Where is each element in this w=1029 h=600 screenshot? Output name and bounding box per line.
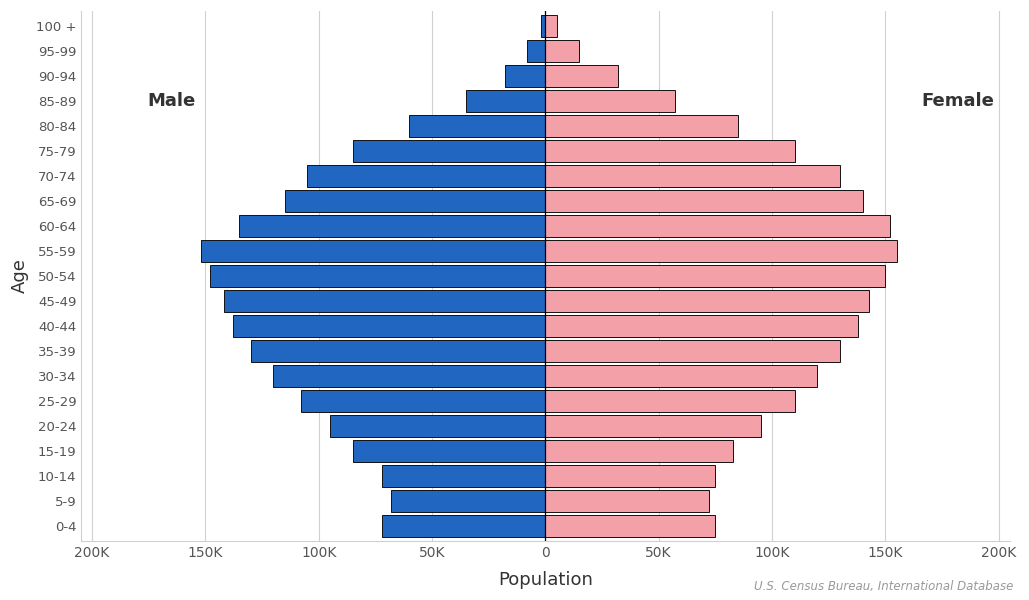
Bar — [545, 340, 840, 362]
Bar — [300, 390, 545, 412]
Bar — [545, 490, 709, 512]
Bar — [545, 265, 885, 287]
Bar — [545, 40, 579, 62]
Bar — [545, 115, 738, 137]
Bar — [285, 190, 545, 212]
Bar — [527, 40, 545, 62]
Bar — [382, 465, 545, 487]
Bar — [504, 65, 545, 87]
Text: U.S. Census Bureau, International Database: U.S. Census Bureau, International Databa… — [754, 580, 1014, 593]
Bar — [545, 315, 858, 337]
Bar — [545, 440, 734, 462]
Bar — [251, 340, 545, 362]
Bar — [545, 65, 617, 87]
Bar — [545, 390, 794, 412]
Bar — [545, 90, 675, 112]
Text: Male: Male — [147, 92, 196, 110]
Bar — [545, 365, 817, 387]
X-axis label: Population: Population — [498, 571, 593, 589]
Y-axis label: Age: Age — [11, 259, 29, 293]
Bar — [545, 465, 715, 487]
Bar — [545, 190, 862, 212]
Bar — [545, 215, 890, 237]
Bar — [353, 140, 545, 162]
Bar — [545, 415, 760, 437]
Bar — [223, 290, 545, 312]
Text: Female: Female — [921, 92, 994, 110]
Bar — [545, 165, 840, 187]
Bar — [240, 215, 545, 237]
Bar — [545, 515, 715, 537]
Bar — [382, 515, 545, 537]
Bar — [545, 240, 896, 262]
Bar — [391, 490, 545, 512]
Bar — [545, 15, 557, 37]
Bar — [201, 240, 545, 262]
Bar — [274, 365, 545, 387]
Bar — [233, 315, 545, 337]
Bar — [330, 415, 545, 437]
Bar — [466, 90, 545, 112]
Bar — [353, 440, 545, 462]
Bar — [545, 140, 794, 162]
Bar — [410, 115, 545, 137]
Bar — [210, 265, 545, 287]
Bar — [541, 15, 545, 37]
Bar — [308, 165, 545, 187]
Bar — [545, 290, 870, 312]
